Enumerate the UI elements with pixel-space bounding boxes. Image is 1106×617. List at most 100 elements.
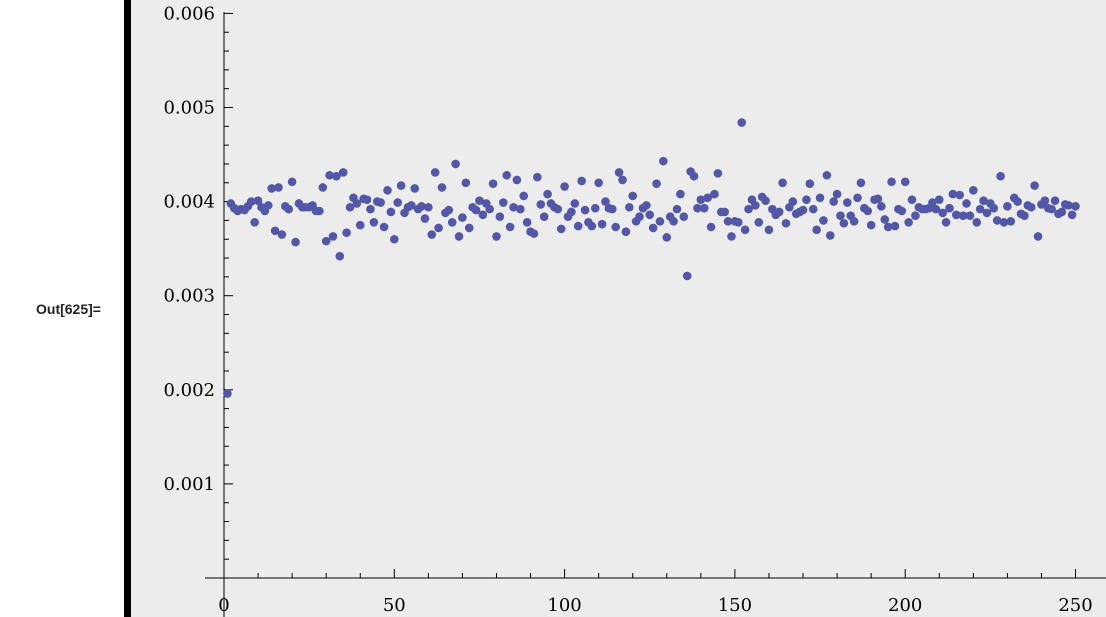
data-point bbox=[798, 205, 808, 215]
data-point bbox=[887, 177, 896, 187]
data-point bbox=[774, 207, 784, 217]
cell-bracket[interactable] bbox=[124, 0, 131, 617]
data-point bbox=[352, 199, 362, 208]
x-tick-label: 50 bbox=[383, 595, 406, 616]
data-point bbox=[471, 205, 481, 215]
data-point bbox=[321, 236, 331, 246]
data-point bbox=[328, 232, 338, 241]
data-point bbox=[727, 232, 736, 241]
data-point bbox=[693, 203, 702, 213]
data-point bbox=[703, 193, 712, 203]
data-point bbox=[342, 228, 351, 237]
data-point bbox=[1040, 196, 1050, 205]
data-point bbox=[965, 211, 975, 221]
data-point bbox=[720, 207, 729, 217]
data-point bbox=[764, 225, 774, 235]
data-point bbox=[505, 222, 515, 232]
data-point bbox=[447, 218, 457, 227]
data-point bbox=[992, 216, 1002, 225]
data-point bbox=[618, 175, 627, 185]
data-point bbox=[611, 222, 620, 232]
data-point bbox=[672, 204, 682, 214]
data-point bbox=[509, 202, 518, 212]
data-point bbox=[597, 219, 607, 229]
data-point bbox=[1067, 210, 1077, 220]
data-point bbox=[1006, 217, 1016, 226]
y-tick-label: 0.003 bbox=[163, 286, 215, 307]
data-point bbox=[723, 217, 733, 226]
data-point bbox=[1057, 207, 1067, 217]
data-point bbox=[652, 179, 661, 189]
data-point bbox=[907, 195, 917, 205]
data-point bbox=[802, 195, 811, 205]
data-point bbox=[958, 211, 968, 221]
x-tick-label: 200 bbox=[888, 595, 922, 616]
data-point bbox=[621, 227, 631, 237]
y-tick-label: 0.006 bbox=[163, 3, 215, 24]
data-point bbox=[839, 218, 849, 228]
data-point bbox=[386, 207, 396, 217]
x-tick-label: 150 bbox=[718, 595, 752, 616]
data-point bbox=[911, 211, 920, 221]
data-point bbox=[975, 204, 985, 214]
data-point bbox=[407, 201, 416, 210]
data-point bbox=[836, 211, 845, 221]
y-tick-label: 0.004 bbox=[163, 192, 215, 213]
data-point bbox=[223, 389, 232, 398]
data-point bbox=[376, 198, 385, 207]
data-point bbox=[533, 172, 542, 182]
y-tick-label: 0.002 bbox=[163, 380, 215, 401]
data-point bbox=[570, 199, 580, 208]
data-point bbox=[396, 181, 406, 190]
data-point bbox=[607, 204, 617, 214]
data-point bbox=[710, 189, 719, 199]
data-point bbox=[1064, 201, 1073, 210]
data-point bbox=[485, 204, 494, 214]
data-point bbox=[883, 222, 893, 232]
data-point bbox=[659, 156, 668, 166]
data-point bbox=[390, 234, 399, 244]
data-point bbox=[529, 229, 539, 238]
data-point bbox=[934, 195, 944, 205]
data-point bbox=[502, 170, 511, 180]
data-point bbox=[1020, 211, 1029, 221]
data-point bbox=[461, 178, 471, 188]
data-point bbox=[315, 206, 324, 216]
data-point bbox=[682, 271, 692, 281]
data-point bbox=[761, 196, 770, 205]
data-point bbox=[1071, 202, 1080, 211]
data-point bbox=[355, 220, 365, 230]
data-point bbox=[941, 218, 951, 227]
data-point bbox=[897, 206, 907, 216]
data-point bbox=[900, 177, 910, 187]
data-point bbox=[819, 216, 828, 225]
data-point bbox=[335, 251, 345, 261]
data-point bbox=[553, 204, 563, 214]
data-point bbox=[822, 170, 832, 180]
data-point bbox=[856, 178, 866, 188]
data-point bbox=[669, 217, 678, 226]
data-point bbox=[1026, 202, 1036, 212]
data-point bbox=[1033, 232, 1043, 241]
data-point bbox=[625, 202, 634, 212]
data-point bbox=[516, 204, 525, 214]
data-point bbox=[825, 231, 835, 240]
data-point bbox=[522, 218, 532, 227]
data-point bbox=[475, 196, 484, 205]
data-point bbox=[737, 118, 747, 127]
data-point bbox=[492, 232, 501, 241]
data-point bbox=[287, 177, 297, 187]
data-point bbox=[744, 204, 753, 214]
data-point bbox=[270, 226, 280, 236]
data-point bbox=[454, 232, 464, 241]
data-point bbox=[863, 206, 873, 216]
data-point bbox=[849, 217, 859, 226]
data-point bbox=[788, 197, 798, 206]
data-point bbox=[263, 201, 273, 210]
data-point bbox=[393, 198, 403, 207]
data-point bbox=[417, 202, 426, 211]
data-point bbox=[676, 189, 685, 199]
data-point bbox=[369, 218, 379, 227]
data-point bbox=[955, 190, 964, 200]
data-point bbox=[648, 223, 658, 233]
